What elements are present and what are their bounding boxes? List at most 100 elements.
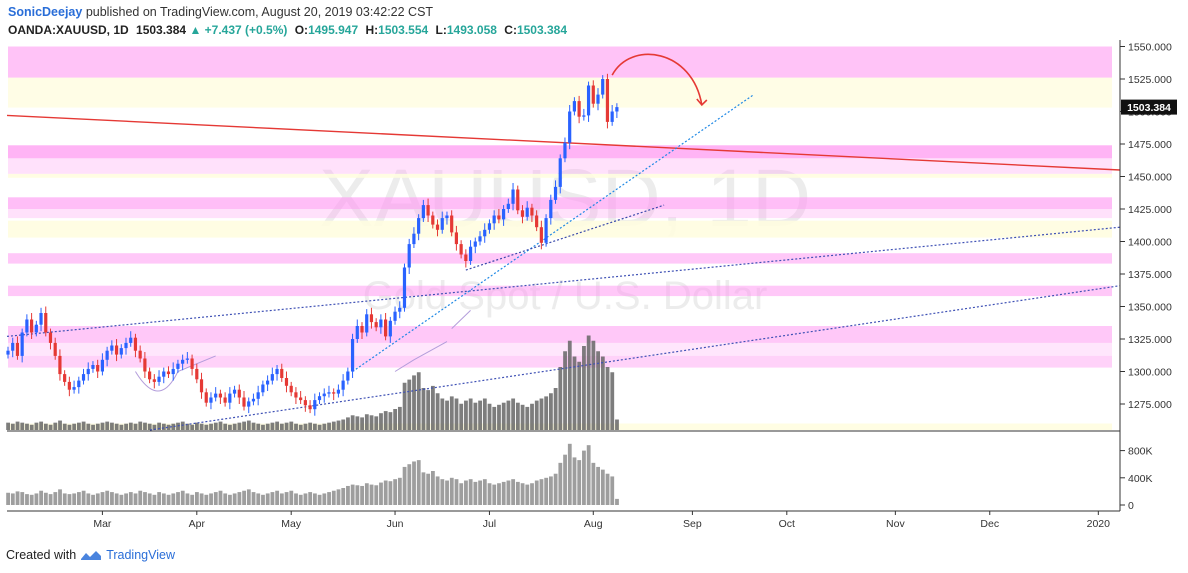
candle-body[interactable] xyxy=(336,389,340,394)
candle-body[interactable] xyxy=(398,307,402,312)
candle-body[interactable] xyxy=(308,405,312,410)
candle-body[interactable] xyxy=(223,397,227,403)
candle-body[interactable] xyxy=(251,398,256,402)
candle-body[interactable] xyxy=(379,319,383,328)
candle-body[interactable] xyxy=(350,339,355,372)
candle-body[interactable] xyxy=(303,400,307,406)
candle-body[interactable] xyxy=(242,397,246,407)
candle-body[interactable] xyxy=(15,342,20,356)
candle-body[interactable] xyxy=(166,371,171,375)
candle-body[interactable] xyxy=(535,215,539,228)
candle-body[interactable] xyxy=(152,379,156,382)
short-dotted-trendline[interactable] xyxy=(465,204,665,271)
candle-body[interactable] xyxy=(124,342,128,349)
candle-body[interactable] xyxy=(492,215,496,224)
candle-body[interactable] xyxy=(86,368,90,375)
candle-body[interactable] xyxy=(483,229,487,237)
candle-body[interactable] xyxy=(365,314,369,333)
candle-body[interactable] xyxy=(341,380,345,390)
candle-body[interactable] xyxy=(525,207,529,217)
candle-body[interactable] xyxy=(615,107,619,112)
candle-body[interactable] xyxy=(497,215,501,220)
footer-brand[interactable]: TradingView xyxy=(106,548,175,562)
candle-body[interactable] xyxy=(133,337,138,351)
candle-body[interactable] xyxy=(374,322,378,328)
candle-body[interactable] xyxy=(402,267,407,308)
candle-body[interactable] xyxy=(591,85,595,104)
candle-body[interactable] xyxy=(464,254,468,262)
candle-body[interactable] xyxy=(247,401,251,407)
candle-body[interactable] xyxy=(417,218,421,234)
candle-body[interactable] xyxy=(11,342,15,351)
candle-body[interactable] xyxy=(176,363,180,369)
candle-body[interactable] xyxy=(468,246,473,261)
candle-body[interactable] xyxy=(407,244,411,268)
candle-body[interactable] xyxy=(96,365,100,372)
author-link[interactable]: SonicDeejay xyxy=(8,5,83,19)
candle-body[interactable] xyxy=(204,392,208,403)
candle-body[interactable] xyxy=(25,319,29,333)
candle-body[interactable] xyxy=(77,380,81,388)
candle-body[interactable] xyxy=(388,320,392,337)
candle-body[interactable] xyxy=(190,358,194,369)
candle-body[interactable] xyxy=(421,205,425,219)
candle-body[interactable] xyxy=(228,393,232,403)
candle-body[interactable] xyxy=(549,199,553,219)
candle-body[interactable] xyxy=(506,203,510,209)
candle-body[interactable] xyxy=(355,326,359,339)
candle-body[interactable] xyxy=(596,94,600,104)
candle-body[interactable] xyxy=(214,393,218,398)
candle-body[interactable] xyxy=(270,374,274,381)
candle-body[interactable] xyxy=(143,358,147,372)
candle-body[interactable] xyxy=(553,186,558,200)
candle-body[interactable] xyxy=(426,205,430,216)
candle-body[interactable] xyxy=(20,332,24,356)
candle-body[interactable] xyxy=(185,358,189,360)
candle-body[interactable] xyxy=(520,210,525,217)
candle-body[interactable] xyxy=(280,368,284,378)
candle-body[interactable] xyxy=(181,359,185,364)
candle-body[interactable] xyxy=(30,319,34,333)
candle-body[interactable] xyxy=(284,378,289,386)
candle-body[interactable] xyxy=(412,233,416,245)
candle-body[interactable] xyxy=(440,218,444,230)
candle-body[interactable] xyxy=(530,207,534,216)
candle-body[interactable] xyxy=(577,101,581,117)
candle-body[interactable] xyxy=(322,393,326,397)
candle-body[interactable] xyxy=(369,314,374,323)
candle-body[interactable] xyxy=(511,189,515,204)
candle-body[interactable] xyxy=(459,244,463,255)
candle-body[interactable] xyxy=(53,342,57,356)
candle-body[interactable] xyxy=(601,79,605,95)
candle-body[interactable] xyxy=(289,385,293,393)
candle-body[interactable] xyxy=(110,345,114,351)
candle-body[interactable] xyxy=(445,215,449,219)
candle-body[interactable] xyxy=(58,355,62,375)
candle-body[interactable] xyxy=(157,376,161,382)
candle-body[interactable] xyxy=(119,348,123,355)
candle-body[interactable] xyxy=(148,371,152,380)
candle-body[interactable] xyxy=(171,368,175,375)
candle-body[interactable] xyxy=(610,111,614,122)
candle-body[interactable] xyxy=(266,380,270,385)
candle-body[interactable] xyxy=(393,311,397,321)
candle-body[interactable] xyxy=(586,85,591,116)
candle-body[interactable] xyxy=(6,350,10,355)
candle-body[interactable] xyxy=(100,359,104,372)
candle-body[interactable] xyxy=(39,313,43,325)
candle-body[interactable] xyxy=(63,374,67,382)
candle-body[interactable] xyxy=(568,111,572,143)
candle-body[interactable] xyxy=(431,215,435,225)
candle-body[interactable] xyxy=(232,389,237,394)
candle-body[interactable] xyxy=(299,397,303,401)
candle-body[interactable] xyxy=(256,392,260,399)
candle-body[interactable] xyxy=(558,158,562,187)
candle-body[interactable] xyxy=(44,313,48,333)
candle-body[interactable] xyxy=(516,189,520,211)
candle-body[interactable] xyxy=(473,241,477,247)
candle-body[interactable] xyxy=(502,209,506,220)
candle-body[interactable] xyxy=(218,393,222,398)
candle-body[interactable] xyxy=(81,374,86,381)
candle-body[interactable] xyxy=(67,381,71,390)
